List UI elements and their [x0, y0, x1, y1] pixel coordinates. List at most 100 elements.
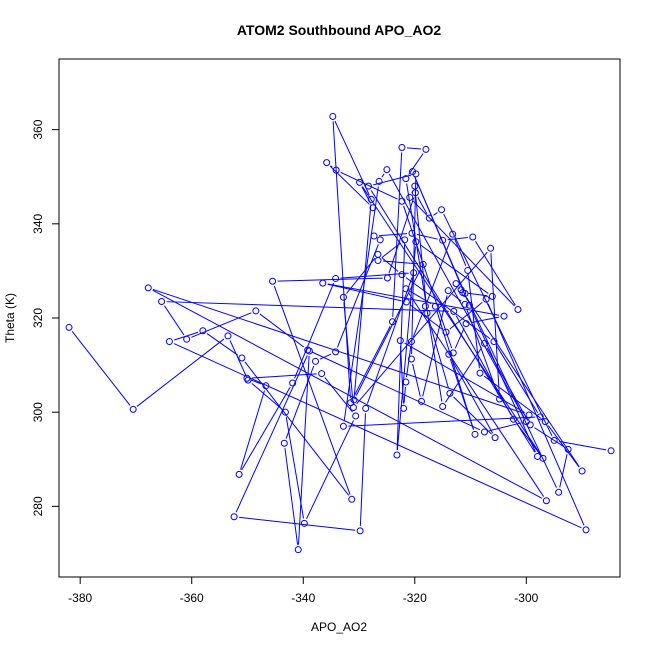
connector-line: [414, 191, 428, 309]
y-tick-label: 300: [31, 402, 45, 422]
data-point: [396, 337, 404, 345]
data-point: [348, 495, 356, 503]
connector-line: [516, 422, 541, 455]
data-point: [374, 250, 382, 258]
connector-line: [410, 304, 443, 330]
data-point: [339, 293, 347, 301]
data-point: [312, 357, 320, 365]
connector-line: [433, 212, 438, 216]
connector-line: [382, 260, 419, 265]
chart-title: ATOM2 Southbound APO_AO2: [237, 22, 442, 38]
connector-line: [412, 363, 421, 397]
connector-line: [388, 173, 525, 418]
data-point: [235, 470, 243, 478]
x-axis: -380 -360 -340 -320 -300: [68, 576, 539, 605]
connector-line: [330, 165, 333, 168]
connector-line: [408, 153, 424, 175]
data-point: [462, 320, 470, 328]
data-point: [199, 327, 207, 335]
x-tick-label: -380: [68, 591, 92, 605]
connector-line: [229, 340, 247, 376]
connector-line: [467, 292, 488, 297]
data-point: [407, 355, 415, 363]
connector-line: [361, 186, 372, 204]
x-tick-label: -320: [403, 591, 427, 605]
data-point: [407, 338, 415, 346]
data-point: [294, 546, 302, 554]
connector-line: [251, 373, 317, 379]
data-point: [449, 349, 457, 357]
connector-line: [406, 183, 443, 402]
data-point: [412, 238, 420, 246]
connector-line: [298, 355, 310, 545]
data-point: [319, 279, 327, 287]
y-axis-label: Theta (K): [3, 293, 17, 343]
data-point: [449, 230, 457, 238]
connector-line: [327, 283, 402, 302]
data-point: [471, 430, 479, 438]
data-point: [238, 354, 246, 362]
data-point: [411, 189, 419, 197]
data-point: [388, 318, 396, 326]
connector-line: [474, 240, 516, 306]
y-tick-label: 320: [31, 308, 45, 328]
data-point: [607, 447, 615, 455]
data-point: [417, 397, 425, 405]
data-point: [393, 451, 401, 459]
connector-line: [392, 152, 403, 317]
connector-line: [312, 351, 481, 431]
data-point: [461, 300, 469, 308]
connector-line: [534, 427, 565, 448]
connector-line: [451, 293, 462, 302]
data-point: [539, 454, 547, 462]
connector-line: [273, 285, 351, 495]
data-point: [243, 374, 251, 382]
connector-line: [412, 310, 425, 338]
connector-line: [426, 238, 452, 302]
data-point: [450, 307, 458, 315]
x-tick-label: -340: [291, 591, 315, 605]
data-point: [536, 413, 544, 421]
connector-line: [443, 213, 553, 437]
connector-line: [412, 200, 515, 307]
data-point: [419, 260, 427, 268]
data-point: [541, 418, 549, 426]
data-point: [383, 166, 391, 174]
connector-line: [285, 365, 315, 439]
connector-line: [427, 317, 450, 389]
x-axis-label: APO_AO2: [311, 620, 367, 634]
connector-line: [277, 277, 383, 282]
data-point: [402, 298, 410, 306]
data-point: [364, 182, 372, 190]
data-point: [280, 439, 288, 447]
data-point: [369, 204, 377, 212]
data-point: [375, 177, 383, 185]
data-point: [496, 395, 504, 403]
data-point: [526, 421, 534, 429]
data-point: [514, 306, 522, 314]
connector-line: [343, 302, 354, 403]
data-point: [356, 527, 364, 535]
data-point: [445, 350, 453, 358]
data-point: [224, 332, 232, 340]
connector-line: [361, 186, 541, 455]
data-point: [408, 229, 416, 237]
connector-line: [340, 171, 398, 200]
data-point: [370, 232, 378, 240]
data-point: [332, 166, 340, 174]
connector-line: [381, 257, 399, 272]
connector-line: [71, 331, 131, 406]
connector-line: [388, 197, 415, 274]
connector-line: [559, 454, 568, 488]
data-point: [421, 302, 429, 310]
data-point: [329, 112, 337, 120]
connector-line: [240, 390, 265, 470]
data-point: [525, 411, 533, 419]
x-tick-label: -360: [180, 591, 204, 605]
connector-line: [191, 312, 252, 338]
x-tick-label: -300: [514, 591, 538, 605]
connector-line: [346, 258, 376, 294]
data-point: [398, 271, 406, 279]
connector-line: [416, 233, 438, 240]
data-point: [465, 301, 473, 309]
